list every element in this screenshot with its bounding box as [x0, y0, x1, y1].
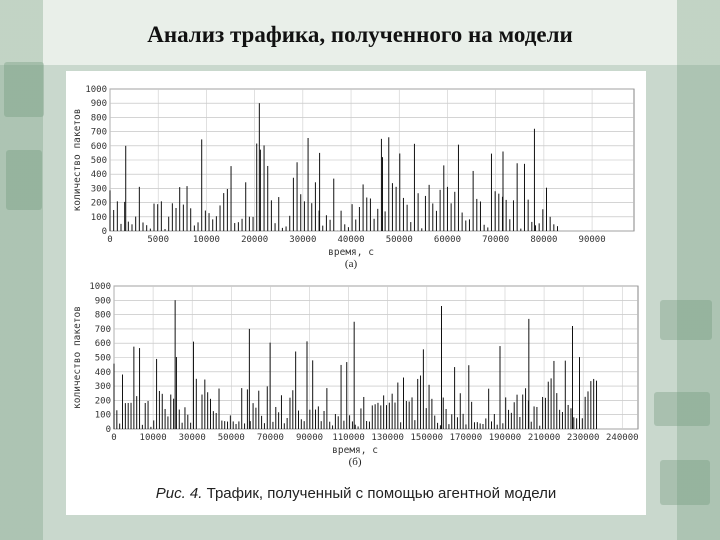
x-tick-label-a: 60000	[434, 235, 461, 245]
y-tick-label-b: 600	[95, 339, 111, 349]
background-window-shape	[660, 300, 712, 340]
x-tick-label-a: 20000	[241, 235, 268, 245]
y-tick-label-b: 100	[95, 411, 111, 421]
background-window-shape	[6, 150, 42, 210]
y-tick-label-b: 500	[95, 354, 111, 364]
x-tick-label-b: 130000	[371, 433, 404, 443]
y-axis-label-b: количество пакетов	[72, 306, 83, 409]
x-tick-label-b: 240000	[606, 433, 639, 443]
figure-caption: Рис. 4. Трафик, полученный с помощью аге…	[66, 485, 646, 502]
x-tick-label-b: 230000	[567, 433, 600, 443]
x-tick-label-b: 210000	[528, 433, 561, 443]
x-tick-label-b: 0	[111, 433, 116, 443]
y-tick-label-a: 100	[91, 213, 107, 223]
x-tick-label-b: 30000	[179, 433, 206, 443]
x-tick-label-b: 90000	[296, 433, 323, 443]
panel-label-a: (а)	[345, 258, 358, 270]
y-tick-label-a: 400	[91, 170, 107, 180]
caption-prefix: Рис. 4.	[155, 485, 203, 502]
y-tick-label-b: 800	[95, 311, 111, 321]
x-tick-label-b: 70000	[257, 433, 284, 443]
caption-text: Трафик, полученный с помощью агентной мо…	[202, 485, 557, 502]
x-tick-label-b: 50000	[218, 433, 245, 443]
y-tick-label-b: 1000	[89, 282, 111, 292]
background-window-shape	[654, 392, 710, 426]
x-tick-label-a: 5000	[147, 235, 169, 245]
x-tick-label-b: 110000	[332, 433, 365, 443]
slide-title: Анализ трафика, полученного на модели	[147, 22, 573, 47]
background-window-shape	[660, 460, 710, 505]
y-tick-label-a: 500	[91, 156, 107, 166]
y-axis-label-a: количество пакетов	[72, 109, 83, 212]
y-tick-label-a: 700	[91, 128, 107, 138]
x-tick-label-a: 30000	[289, 235, 316, 245]
x-tick-label-b: 10000	[140, 433, 167, 443]
y-tick-label-a: 0	[102, 227, 107, 237]
y-tick-label-a: 900	[91, 99, 107, 109]
y-tick-label-b: 200	[95, 396, 111, 406]
y-tick-label-a: 200	[91, 199, 107, 209]
background-window-shape	[4, 62, 44, 117]
x-tick-label-a: 90000	[579, 235, 606, 245]
x-tick-label-a: 50000	[386, 235, 413, 245]
y-tick-label-b: 0	[106, 425, 111, 435]
x-tick-label-b: 190000	[489, 433, 522, 443]
x-tick-label-a: 40000	[337, 235, 364, 245]
y-tick-label-a: 800	[91, 113, 107, 123]
y-tick-label-a: 300	[91, 184, 107, 194]
x-tick-label-b: 150000	[411, 433, 444, 443]
y-tick-label-b: 700	[95, 325, 111, 335]
x-tick-label-a: 80000	[530, 235, 557, 245]
x-tick-label-a: 10000	[193, 235, 220, 245]
y-tick-label-b: 900	[95, 296, 111, 306]
panel-label-b: (б)	[349, 456, 362, 468]
y-tick-label-b: 400	[95, 368, 111, 378]
traffic-figure: 0 100 200 300 400 500 600 700 800 900 1000 0 5000 100…	[66, 71, 646, 515]
x-axis-label-a: время, с	[328, 247, 374, 258]
x-axis-label-b: время, с	[332, 445, 378, 456]
x-tick-label-a: 0	[107, 235, 112, 245]
y-tick-label-a: 600	[91, 142, 107, 152]
x-tick-label-a: 70000	[482, 235, 509, 245]
y-tick-label-a: 1000	[85, 85, 107, 95]
x-tick-label-b: 170000	[450, 433, 483, 443]
y-tick-label-b: 300	[95, 382, 111, 392]
